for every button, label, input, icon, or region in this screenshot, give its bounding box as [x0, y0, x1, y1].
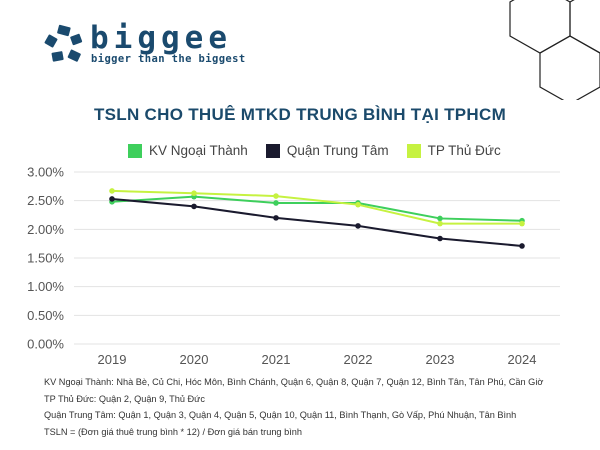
data-point [437, 235, 443, 242]
y-tick-label: 1.50% [27, 251, 64, 266]
data-point [109, 196, 115, 202]
data-point [355, 223, 361, 229]
hexagon-decoration [509, 0, 600, 100]
line-chart: 0.00% 0.50% 1.00% 1.50% 2.00% 2.50% 3.00% 2019 2… [27, 165, 560, 367]
note-line: Quận Trung Tâm: Quận 1, Quận 3, Quận 4, … [44, 410, 517, 420]
legend-swatch [406, 143, 421, 158]
chart-title: TSLN CHO THUÊ MTKD TRUNG BÌNH TẠI TPHCM [93, 105, 507, 124]
x-tick-label: 2021 [262, 352, 291, 367]
note-line: TP Thủ Đức: Quận 2, Quận 9, Thủ Đức [44, 393, 205, 404]
y-tick-label: 2.50% [27, 193, 64, 208]
data-point [191, 190, 197, 197]
logo-mark-icon [44, 24, 83, 62]
legend-item: KV Ngoại Thành [128, 143, 248, 158]
brand-tagline: bigger than the biggest [91, 53, 246, 65]
x-tick-label: 2024 [508, 352, 537, 367]
y-tick-label: 2.00% [27, 222, 64, 237]
chart-notes: KV Ngoại Thành: Nhà Bè, Củ Chi, Hóc Môn,… [44, 374, 543, 440]
brand-logo: biggee bigger than the biggest [44, 20, 264, 68]
x-tick-label: 2022 [344, 352, 373, 367]
note-line: KV Ngoại Thành: Nhà Bè, Củ Chi, Hóc Môn,… [44, 377, 544, 387]
y-tick-label: 1.00% [27, 279, 64, 294]
legend-label: TP Thủ Đức [427, 143, 501, 158]
series-line [111, 189, 522, 225]
legend-item: Quận Trung Tâm [265, 143, 389, 158]
legend-label: KV Ngoại Thành [149, 143, 248, 158]
data-point [191, 203, 197, 210]
legend-swatch [128, 143, 142, 158]
data-point [273, 193, 279, 199]
data-point [273, 215, 279, 221]
series-line [111, 195, 523, 222]
data-point [273, 200, 279, 206]
data-point [109, 188, 115, 194]
legend-label: Quận Trung Tâm [286, 143, 389, 158]
y-tick-label: 0.00% [27, 337, 64, 352]
chart-legend: KV Ngoại Thành Quận Trung Tâm TP Thủ Đức [128, 143, 501, 158]
brand-name: biggee [90, 20, 232, 56]
y-tick-label: 0.50% [27, 308, 64, 323]
x-tick-label: 2020 [180, 352, 209, 367]
x-tick-label: 2019 [98, 352, 127, 367]
data-point [437, 215, 443, 222]
series-line [111, 197, 523, 247]
legend-item: TP Thủ Đức [406, 143, 501, 158]
data-point [437, 220, 443, 227]
data-point [519, 220, 525, 227]
data-point [355, 201, 361, 208]
note-line: TSLN = (Đơn giá thuê trung bình * 12) / … [44, 426, 302, 437]
legend-swatch [265, 143, 280, 158]
x-tick-label: 2023 [426, 352, 455, 367]
data-point [519, 243, 525, 249]
y-tick-label: 3.00% [27, 165, 64, 180]
